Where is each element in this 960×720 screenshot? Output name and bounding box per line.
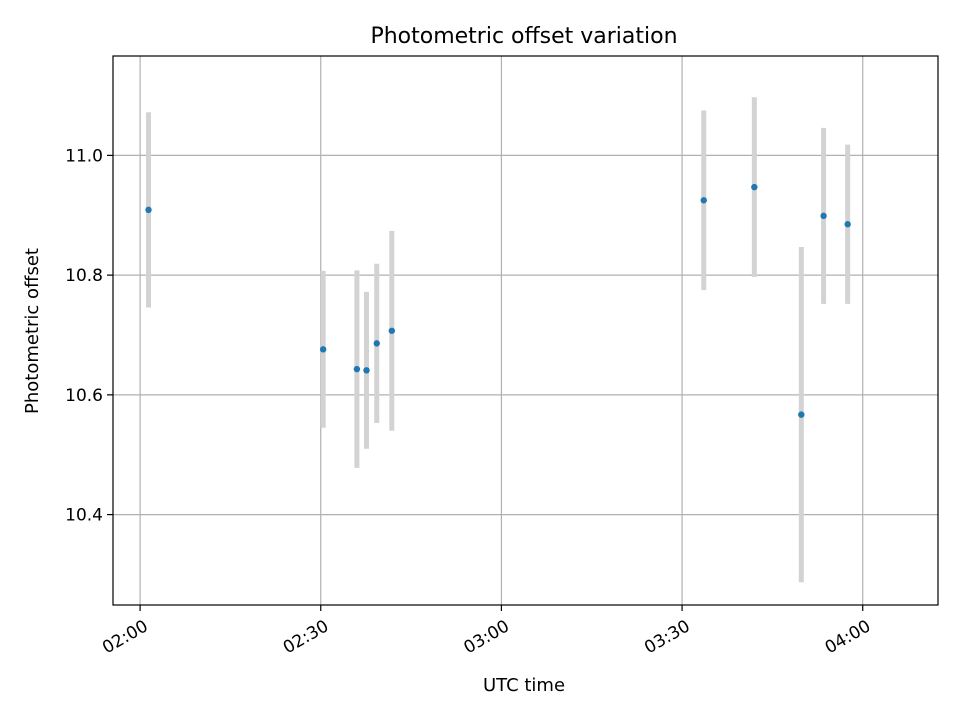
y-axis-ticks: 10.4 10.6 10.8 11.0 — [65, 146, 113, 526]
data-point — [145, 206, 152, 214]
x-tick-label: 03:30 — [641, 616, 693, 658]
x-tick-label: 04:00 — [822, 616, 874, 658]
data-point — [319, 346, 327, 353]
x-axis-label: UTC time — [483, 675, 565, 696]
x-tick-label: 03:00 — [460, 616, 512, 658]
data-point — [820, 212, 827, 220]
error-bars — [146, 97, 851, 583]
data-point — [353, 365, 361, 373]
data-point — [844, 221, 851, 228]
data-point — [373, 340, 380, 347]
y-tick-label: 11.0 — [65, 146, 103, 166]
data-point — [363, 367, 370, 374]
chart-title: Photometric offset variation — [370, 24, 677, 49]
data-point — [700, 197, 707, 204]
y-axis-label: Photometric offset — [22, 248, 43, 414]
y-tick-label: 10.4 — [65, 506, 103, 526]
x-tick-label: 02:00 — [99, 616, 151, 658]
data-points — [145, 183, 851, 418]
y-tick-label: 10.6 — [65, 386, 103, 406]
x-axis-ticks: 02:0002:3003:0003:3004:0004:3005:0005:30… — [99, 605, 874, 658]
data-point — [751, 183, 758, 191]
y-tick-label: 10.8 — [65, 266, 103, 286]
x-tick-label: 02:30 — [280, 616, 332, 658]
data-point — [798, 411, 805, 418]
plot-area-frame — [112, 55, 939, 606]
grid — [113, 56, 938, 605]
data-point — [388, 327, 396, 334]
